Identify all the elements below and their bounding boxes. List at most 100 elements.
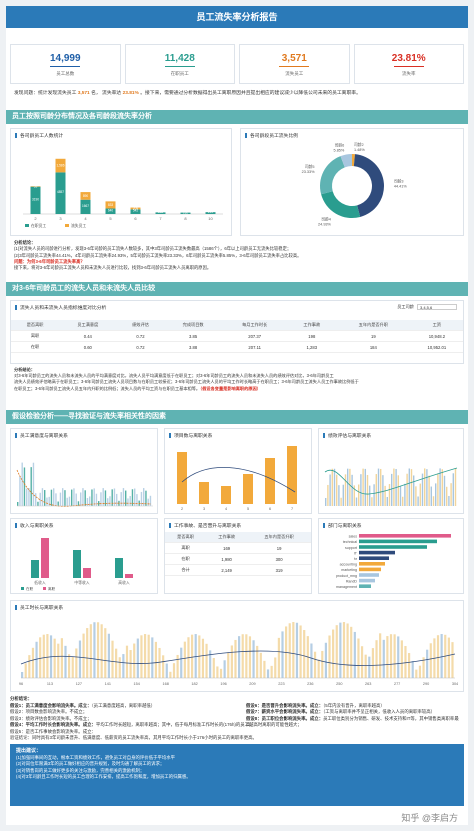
sat-bar xyxy=(46,497,48,506)
tick-label: 182 xyxy=(191,682,197,686)
dept-bar xyxy=(359,539,437,544)
table-cell: 198 xyxy=(287,330,336,342)
data-label-left: 1,586 xyxy=(57,164,65,168)
hours-bar xyxy=(107,633,110,678)
eval-bar xyxy=(421,473,424,506)
hours-bar xyxy=(350,626,353,678)
sat-bar xyxy=(19,476,21,506)
tenure-filter[interactable]: 员工司龄 3,4,5,6 xyxy=(397,304,457,310)
sat-bar xyxy=(50,489,53,506)
tick-label: 154 xyxy=(134,682,140,686)
hours-bar xyxy=(436,635,440,678)
hours-bar xyxy=(328,635,331,678)
section-compare: 对3-6年司龄员工的流失人员和未流失人员比较 xyxy=(6,282,468,296)
dept-bar xyxy=(359,578,375,583)
bar-left xyxy=(80,192,91,200)
analysis-line: (1)对流失人员的司龄进行分析，发现3-6年司龄的员工流失人数较多，其中3年司龄… xyxy=(14,246,292,252)
table-cell: 0.72 xyxy=(116,341,165,353)
hours-bar xyxy=(194,634,197,678)
eval-bar xyxy=(373,484,375,506)
hours-bar xyxy=(46,634,49,678)
hours-bar xyxy=(31,647,35,678)
table-cell: 1,980 xyxy=(206,553,248,565)
slice-label: 司龄3 xyxy=(394,179,404,184)
table-row: 离职 169 19 xyxy=(165,542,311,554)
sat-bar xyxy=(66,497,68,506)
hours-bar xyxy=(415,669,418,678)
table-cell: 10,948.2 xyxy=(410,330,463,342)
hours-bar xyxy=(277,637,280,678)
hours-bar xyxy=(422,657,425,678)
tick-label: 290 xyxy=(423,682,429,686)
hours-bar xyxy=(183,641,186,678)
tick-label: 277 xyxy=(394,682,400,686)
tick-label: 3 xyxy=(59,216,62,221)
suggestions-box: 提出建议： (1)加强同事间的互动，根本工资和绩效工作，避免员工对自身的评价低于… xyxy=(10,744,464,806)
eval-bar xyxy=(327,484,329,506)
eval-bar xyxy=(397,475,399,506)
column-header: 是否离职 xyxy=(165,532,207,543)
sat-bar xyxy=(37,501,39,506)
table-cell: 在职 xyxy=(11,341,60,353)
hours-bar xyxy=(426,649,429,678)
data-label-left: 890 xyxy=(83,194,89,198)
sat-bar xyxy=(21,462,23,506)
hours-bar xyxy=(418,665,422,678)
hours-bar xyxy=(201,638,205,678)
slice-label: 司龄2 xyxy=(354,142,364,147)
hours-bar xyxy=(180,647,183,678)
eval-bar xyxy=(408,468,410,506)
salary-panel: 收入与离职关系 低收入 中等收入 高收入 在职 离职 xyxy=(10,518,158,594)
hours-bar xyxy=(407,653,411,678)
hours-bar xyxy=(93,622,96,678)
hours-bar xyxy=(143,634,147,678)
tick-label: 8 xyxy=(184,216,187,221)
hypothesis: 假设8：员工职位会影响流失率。成立： xyxy=(246,715,324,721)
sat-bar xyxy=(26,488,28,506)
panel-title: 各司龄段员工流失比例 xyxy=(241,129,463,142)
sat-bar xyxy=(131,489,134,506)
hours-bar xyxy=(303,630,306,678)
column-header: 员工满意度 xyxy=(59,320,117,331)
sat-bar xyxy=(71,489,73,506)
hours-bar xyxy=(259,652,262,678)
hours-bar xyxy=(42,634,45,678)
sat-bar xyxy=(140,491,143,506)
kpi-active-value: 11,428 xyxy=(164,53,195,64)
eval-bar xyxy=(349,468,351,506)
sat-bar xyxy=(41,488,44,506)
eval-bar xyxy=(437,473,439,506)
eval-bar xyxy=(366,474,369,506)
sat-bar xyxy=(86,497,89,506)
hours-bar xyxy=(133,643,136,678)
analysis-head: 分析结论： xyxy=(14,367,35,372)
hours-bar xyxy=(400,640,403,678)
legend-swatch xyxy=(43,587,46,590)
table-cell: 合计 xyxy=(165,564,207,576)
analysis-3b: 假设6：是否晋升会影响流失率。成立：（5年内没有晋升，离职率越高） 假设7：薪资… xyxy=(246,696,464,729)
sat-bar xyxy=(84,490,86,506)
accident-table: 是否离职 工作事故 五年内是否升职 离职 169 19 在职 1,980 300 合计 2,149… xyxy=(165,532,311,576)
filter-select[interactable]: 3,4,5,6 xyxy=(417,304,457,310)
hours-bar xyxy=(386,636,389,678)
compare-table: 是否离职 员工满意度 绩效评估 完成项目数 每月工作时长 工作事故 五年内是否升职 工资 离职… xyxy=(11,320,463,353)
hours-panel: 员工时长与离职关系 96 113 127 141 154 168 182 196 209 223 2… xyxy=(10,600,464,692)
kpi-active-label: 在职员工 xyxy=(170,71,189,76)
sat-bar xyxy=(32,462,35,506)
table-cell: 10,952.01 xyxy=(410,341,463,353)
intro-mid: 名， xyxy=(91,91,101,96)
eval-bar xyxy=(413,475,415,506)
table-body: 离职 169 19 在职 1,980 300 合计 2,149 319 xyxy=(165,542,311,576)
dept-bar xyxy=(359,534,451,538)
eval-bar xyxy=(338,485,340,506)
analysis-line: 在职员工；3-6年司龄员工流失人员五年内升职的比例低；流失人员的平均工资与在职员… xyxy=(14,385,201,391)
tick-label: 2 xyxy=(181,507,183,511)
hours-bar xyxy=(115,648,118,678)
analysis-line: 流失人员绩效评估略高于在职员工；3-6年司龄员工流失人员项目数与在职员工较接近；… xyxy=(14,379,359,385)
project-panel: 项目数与离职关系 2 3 4 5 6 7 xyxy=(164,428,312,514)
hours-bar xyxy=(158,647,161,678)
hours-bar xyxy=(68,654,71,678)
hours-bar xyxy=(216,666,219,678)
salary-bar-stay xyxy=(73,550,81,578)
